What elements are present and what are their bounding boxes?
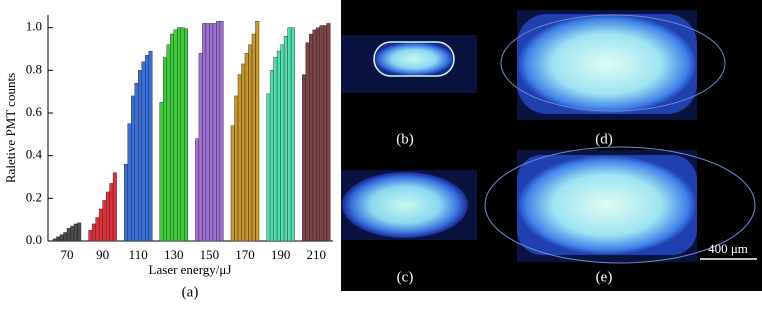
- bar: [237, 74, 242, 242]
- bar: [159, 102, 164, 242]
- bar: [109, 183, 114, 242]
- bar: [276, 50, 281, 242]
- y-tick-label: 0.0: [26, 232, 42, 247]
- panel-label: (d): [595, 131, 613, 147]
- x-axis-label: Laser energy/μJ: [149, 262, 232, 277]
- bar: [102, 200, 107, 242]
- bar: [251, 33, 256, 242]
- bar: [287, 27, 292, 242]
- bar: [273, 57, 278, 242]
- panel-label: (b): [396, 131, 414, 147]
- bar: [144, 55, 149, 242]
- outline-e: [484, 146, 756, 264]
- bar: [105, 191, 110, 242]
- bar: [177, 27, 182, 242]
- y-tick-label: 0.6: [26, 104, 43, 119]
- x-tick-label: 130: [164, 247, 184, 262]
- y-tick-label: 0.2: [26, 189, 42, 204]
- bar: [112, 172, 117, 242]
- bar: [234, 95, 239, 242]
- cloud-b: [373, 41, 455, 77]
- y-tick-label: 0.4: [26, 147, 43, 162]
- x-tick-label: 90: [96, 247, 109, 262]
- bar: [170, 33, 175, 242]
- bar: [205, 23, 210, 242]
- bar: [59, 234, 64, 242]
- bar: [305, 42, 310, 242]
- bar: [209, 23, 214, 242]
- bar: [312, 29, 317, 242]
- cloud-d: [517, 14, 697, 114]
- bar: [290, 27, 295, 242]
- scale-bar-label: 400 μm: [708, 241, 748, 256]
- outline-d: [500, 14, 726, 112]
- bar: [63, 232, 68, 242]
- bar: [255, 21, 260, 242]
- y-tick-label: 0.8: [26, 61, 42, 76]
- bar: [166, 44, 171, 242]
- bar: [173, 29, 178, 242]
- bar: [163, 57, 168, 242]
- y-tick-label: 1.0: [26, 19, 42, 34]
- bar: [244, 53, 249, 242]
- bar: [198, 53, 203, 242]
- bar: [52, 238, 57, 242]
- bar: [283, 36, 288, 242]
- bar: [137, 70, 142, 242]
- bar: [95, 217, 100, 242]
- x-tick-label: 210: [306, 247, 326, 262]
- bar: [280, 44, 285, 242]
- image-panel: (b) (c) (d) (e) 400 μm: [341, 0, 762, 291]
- bar: [73, 223, 78, 242]
- bar: [316, 27, 320, 242]
- bar: [130, 95, 135, 242]
- bar: [319, 25, 324, 242]
- bar: [248, 44, 253, 242]
- bar: [184, 28, 189, 242]
- x-tick-label: 190: [271, 247, 291, 262]
- bar: [88, 230, 93, 242]
- bar: [219, 21, 224, 242]
- bar: [202, 23, 207, 242]
- x-tick-label: 70: [61, 247, 74, 262]
- panel-label: (c): [397, 269, 414, 285]
- bar: [212, 23, 217, 242]
- cloud-c: [342, 172, 468, 238]
- cloud-e: [517, 155, 697, 255]
- bar: [230, 125, 235, 242]
- bar: [70, 225, 75, 242]
- bar: [134, 82, 139, 242]
- bar: [195, 138, 200, 242]
- bar: [91, 223, 96, 242]
- bar: [216, 21, 221, 242]
- bar: [266, 93, 271, 242]
- panel-label: (e): [596, 269, 613, 285]
- bar: [127, 123, 132, 242]
- x-tick-label: 170: [235, 247, 255, 262]
- bar: [66, 227, 71, 242]
- bar: [269, 70, 274, 242]
- x-tick-label: 110: [129, 247, 148, 262]
- bar: [123, 163, 128, 242]
- bar: [326, 23, 331, 242]
- bar: [141, 61, 146, 242]
- bar: [98, 208, 103, 242]
- x-tick-label: 150: [200, 247, 220, 262]
- bar: [148, 50, 153, 242]
- chart: Raletive PMT counts Laser energy/μJ (a) …: [3, 15, 333, 300]
- bar: [180, 27, 185, 242]
- bar: [302, 74, 306, 242]
- y-axis-label: Raletive PMT counts: [3, 73, 18, 183]
- bar: [56, 236, 61, 242]
- bar: [241, 63, 246, 242]
- bar: [323, 25, 327, 242]
- panel-label: (a): [182, 284, 199, 300]
- bar: [77, 222, 82, 242]
- bar: [309, 33, 313, 242]
